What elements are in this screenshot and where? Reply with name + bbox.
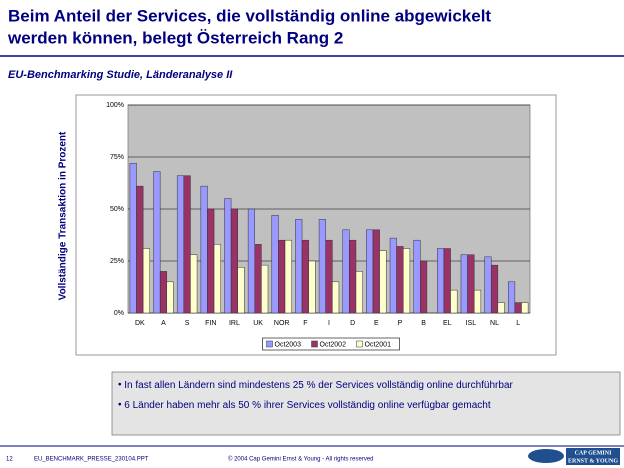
title-line: werden können, belegt Österreich Rang 2 <box>7 28 343 47</box>
x-tick-label: E <box>374 320 379 327</box>
bar <box>159 271 168 314</box>
legend-label: Oct2003 <box>275 341 302 348</box>
y-tick-label: 100% <box>106 102 124 109</box>
bar <box>136 185 144 314</box>
logo-box <box>566 448 620 465</box>
bar <box>190 254 198 314</box>
x-tick-label: B <box>421 320 426 327</box>
bar <box>142 248 151 314</box>
bar <box>389 237 397 314</box>
bar <box>237 266 245 314</box>
logo-mark <box>528 449 564 463</box>
legend-label: Oct2001 <box>365 341 392 348</box>
y-tick-label: 50% <box>110 206 124 213</box>
bar <box>484 256 492 314</box>
bar <box>490 264 499 314</box>
bar <box>295 219 303 314</box>
subtitle: EU-Benchmarking Studie, Länderanalyse II <box>8 69 233 81</box>
bar <box>284 239 292 314</box>
bar <box>224 198 232 314</box>
bar <box>403 248 411 314</box>
y-tick-label: 75% <box>110 154 124 161</box>
page-number: 12 <box>6 457 13 463</box>
bar <box>443 248 451 314</box>
x-tick-label: IRL <box>229 320 240 327</box>
bar <box>247 208 255 314</box>
legend-box <box>262 337 400 351</box>
legend-swatch <box>311 340 318 348</box>
bar <box>355 271 363 314</box>
bar <box>207 208 215 314</box>
bar <box>420 260 428 314</box>
bar <box>278 239 286 314</box>
bar <box>349 239 357 314</box>
x-tick-label: A <box>161 320 166 327</box>
x-tick-label: I <box>328 320 330 327</box>
x-tick-label: NL <box>490 320 499 327</box>
legend-swatch <box>266 340 273 348</box>
bullet-box <box>111 371 621 436</box>
bar <box>254 244 262 314</box>
bullet: • 6 Länder haben mehr als 50 % ihrer Ser… <box>118 400 491 411</box>
bar <box>153 171 161 314</box>
bar <box>467 254 475 314</box>
logo-text: CAP GEMINI <box>575 450 613 456</box>
bar <box>366 229 374 314</box>
title-line: Beim Anteil der Services, die vollständi… <box>8 6 491 25</box>
bullet-text: In fast allen Ländern sind mindestens 25… <box>124 380 513 391</box>
x-tick-label: S <box>185 320 190 327</box>
x-tick-label: UK <box>253 320 263 327</box>
bar <box>437 248 445 314</box>
y-tick-label: 0% <box>114 310 124 317</box>
x-tick-label: F <box>303 320 307 327</box>
bar <box>514 302 522 314</box>
bar <box>166 281 174 314</box>
legend-label: Oct2002 <box>320 341 347 348</box>
legend-swatch <box>356 340 363 348</box>
y-tick-label: 25% <box>110 258 124 265</box>
bar <box>183 175 191 314</box>
bar <box>200 185 208 314</box>
bar <box>396 246 404 314</box>
bar <box>460 254 468 314</box>
bar <box>176 175 185 314</box>
bar <box>497 302 505 314</box>
x-tick-label: ISL <box>466 320 477 327</box>
bar <box>372 229 380 314</box>
bar <box>230 208 238 314</box>
bullet: • In fast allen Ländern sind mindestens … <box>118 380 514 391</box>
x-tick-label: DK <box>135 320 145 327</box>
bar <box>342 229 350 314</box>
bar <box>473 289 482 314</box>
bullet-text: 6 Länder haben mehr als 50 % ihrer Servi… <box>124 400 491 411</box>
bar <box>379 250 387 314</box>
bar <box>521 302 529 314</box>
copyright: © 2004 Cap Gemini Ernst & Young - All ri… <box>228 456 374 463</box>
file-name: EU_BENCHMARK_PRESSE_230104.PPT <box>34 457 149 463</box>
bar <box>507 281 516 314</box>
bar <box>450 289 458 314</box>
x-tick-label: FIN <box>205 320 216 327</box>
y-axis-label: Vollständige Transaktion in Prozent <box>58 131 69 300</box>
bar <box>318 219 326 314</box>
bar <box>213 244 221 314</box>
logo-text: ERNST & YOUNG <box>568 458 618 464</box>
bar <box>261 264 269 314</box>
bar <box>271 214 279 314</box>
bar <box>308 260 316 314</box>
bar <box>301 239 309 314</box>
chart: 0% 25% 50% 75% 100% DK A S FIN IRL UK NOR F I D E P B EL IS… <box>106 102 531 351</box>
x-tick-label: EL <box>443 320 452 327</box>
bar <box>325 239 333 314</box>
bar <box>413 239 421 314</box>
x-tick-label: L <box>516 320 520 327</box>
x-tick-label: D <box>350 320 355 327</box>
bar <box>332 281 340 314</box>
x-tick-label: P <box>398 320 403 327</box>
x-tick-label: NOR <box>274 320 290 327</box>
bar <box>129 162 137 314</box>
